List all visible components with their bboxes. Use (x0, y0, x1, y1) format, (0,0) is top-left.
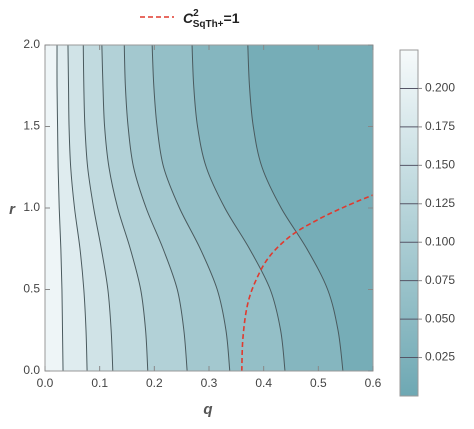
legend-sub: SqTh+ (193, 19, 224, 30)
y-tick-label: 1.0 (23, 200, 40, 214)
y-axis-label: r (9, 201, 16, 218)
y-tick-label: 2.0 (23, 37, 40, 51)
contour-line (56, 45, 64, 371)
colorbar-tick-label: 0.150 (425, 158, 455, 172)
x-axis-label: q (203, 401, 212, 418)
y-tick-label: 1.5 (23, 119, 40, 133)
colorbar-tick-label: 0.175 (425, 119, 455, 133)
colorbar (399, 49, 419, 397)
contour-line (151, 45, 231, 371)
contour-line (247, 45, 344, 371)
y-tick-label: 0.0 (23, 363, 40, 377)
legend-sup: 2 (193, 8, 199, 19)
legend-tail: =1 (224, 10, 240, 26)
plot-area (45, 45, 373, 371)
contour-line (101, 45, 149, 371)
contour-line (82, 45, 114, 371)
contour-line (67, 45, 88, 371)
contour-line (191, 45, 286, 371)
colorbar-tick-label: 0.125 (425, 196, 455, 210)
x-tick-label: 0.0 (37, 376, 54, 390)
threshold-curve (241, 194, 373, 371)
colorbar-tick-label: 0.200 (425, 81, 455, 95)
colorbar-tick-label: 0.100 (425, 234, 455, 248)
x-tick-label: 0.5 (310, 376, 327, 390)
colorbar-tick-label: 0.050 (425, 311, 455, 325)
y-tick-label: 0.5 (23, 282, 40, 296)
legend-base: C (183, 10, 194, 26)
x-tick-label: 0.2 (146, 376, 163, 390)
legend: C2 SqTh+=1 (140, 8, 240, 30)
contour-line (123, 45, 188, 371)
x-tick-label: 0.4 (255, 376, 272, 390)
colorbar-tick-label: 0.075 (425, 273, 455, 287)
x-tick-label: 0.3 (201, 376, 218, 390)
x-tick-label: 0.1 (91, 376, 108, 390)
x-tick-label: 0.6 (365, 376, 382, 390)
legend-label: C2 SqTh+=1 (183, 8, 240, 30)
colorbar-tick-label: 0.025 (425, 350, 455, 364)
